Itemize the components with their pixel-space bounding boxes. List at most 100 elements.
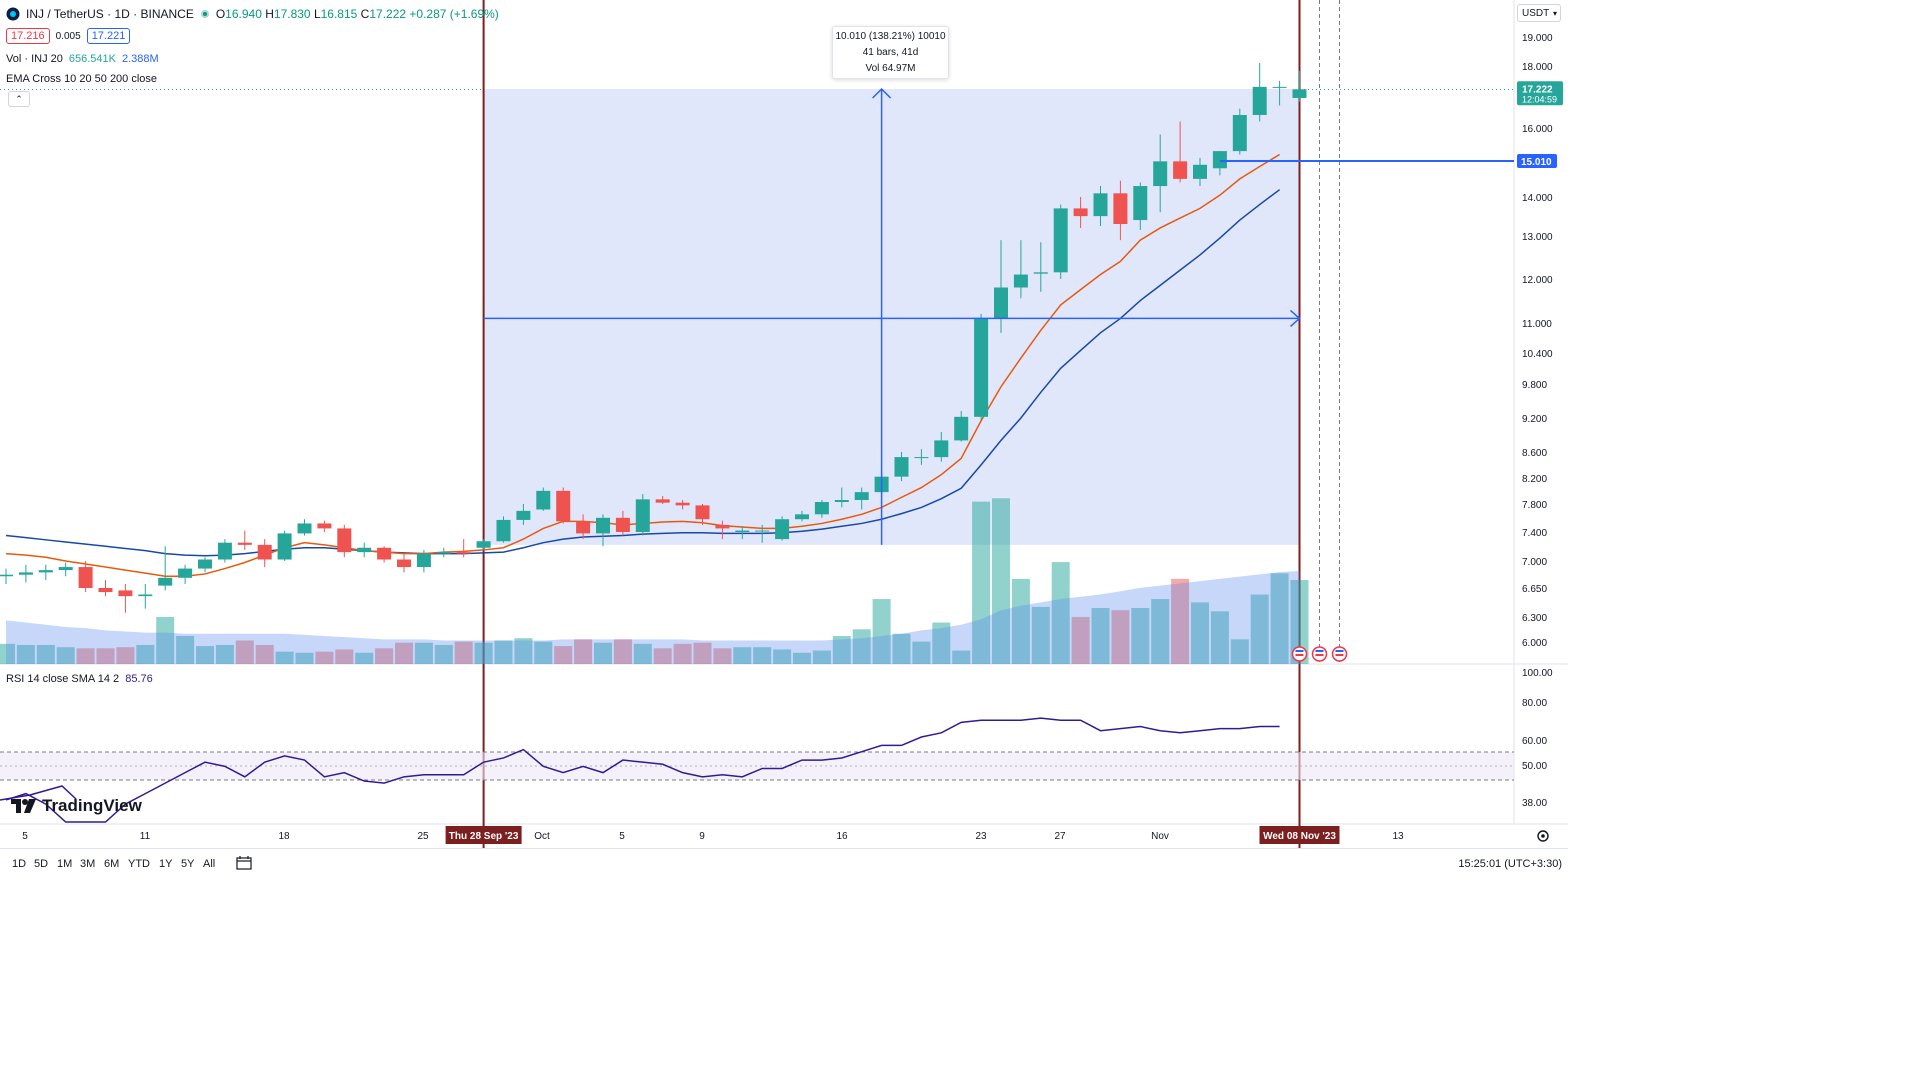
range-start-badge — [445, 826, 522, 844]
candle — [735, 526, 750, 540]
symbol-title[interactable]: INJ / TetherUS · 1D · BINANCE — [26, 7, 194, 21]
candle — [556, 487, 571, 524]
clock[interactable]: 15:25:01 (UTC+3:30) — [1458, 858, 1562, 870]
candle-body — [1193, 164, 1207, 179]
candle-body — [456, 552, 471, 554]
timeframe-1d-button[interactable]: 1D — [12, 858, 27, 870]
us-flag-icon — [1315, 654, 1324, 656]
timeframe-5d-button[interactable]: 5D — [34, 858, 49, 870]
chart-canvas[interactable]: 19.000 18.000 16.000 14.000 13.000 12.000 11.0… — [0, 0, 1568, 848]
gear-icon[interactable] — [1536, 829, 1550, 843]
price-tick-label: 8.600 — [1522, 448, 1547, 459]
candle-body — [1232, 115, 1247, 152]
candle-body — [1173, 161, 1188, 179]
candle — [1173, 121, 1188, 183]
line-price-badge — [1517, 154, 1557, 169]
timeframe-5y-button[interactable]: 5Y — [181, 858, 195, 870]
rsi-line-start — [0, 785, 77, 801]
volume-bar — [793, 652, 811, 664]
volume-ma-area — [6, 571, 1300, 664]
timeframe-1y-button[interactable]: 1Y — [159, 858, 173, 870]
candle — [596, 514, 610, 547]
timeframe-1m-button[interactable]: 1M — [57, 858, 73, 870]
timeframe-3m-button[interactable]: 3M — [80, 858, 96, 870]
volume-bar — [972, 501, 991, 664]
candle — [58, 562, 73, 577]
ohlc-values: O16.940 H17.830 L16.815 C17.222 +0.287 (… — [215, 7, 499, 21]
volume-bar — [733, 647, 752, 664]
candle-body — [576, 521, 591, 534]
candle-body — [556, 490, 571, 522]
candle — [695, 504, 710, 525]
volume-bar — [1171, 578, 1190, 664]
drawings — [483, 87, 1514, 662]
volume-bar — [235, 640, 254, 664]
candle-body — [257, 544, 272, 560]
bid-price[interactable]: 17.216 — [6, 28, 50, 44]
volume-bar — [912, 641, 931, 664]
timeframe-ytd-button[interactable]: YTD — [128, 858, 150, 870]
candle — [536, 487, 551, 511]
candle — [257, 539, 272, 568]
calendar-icon[interactable] — [236, 856, 252, 870]
candle — [814, 500, 829, 518]
price-tick-label: 10.400 — [1522, 349, 1553, 360]
volume-bar — [1250, 594, 1269, 664]
candle — [1153, 134, 1168, 213]
candle — [1013, 240, 1028, 299]
currency-select[interactable]: USDT ▾ — [1517, 4, 1561, 22]
candle-body — [78, 567, 93, 588]
spread: 0.005 — [55, 30, 81, 42]
candle-body — [0, 574, 13, 577]
chart-area[interactable]: 19.000 18.000 16.000 14.000 13.000 12.000 11.0… — [0, 0, 1568, 882]
rsi-legend[interactable]: RSI 14 close SMA 14 2 85.76 — [6, 673, 153, 685]
candle-body — [974, 318, 989, 417]
candle — [496, 516, 511, 543]
rsi-tick-label: 50.00 — [1522, 761, 1547, 772]
volume-series — [0, 498, 1309, 664]
candle — [217, 539, 232, 563]
volume-bar — [315, 651, 334, 664]
volume-bar — [434, 644, 453, 664]
candle — [1033, 242, 1048, 292]
volume-bar — [852, 629, 871, 664]
volume-bar — [1031, 606, 1050, 664]
timeframe-all-button[interactable]: All — [203, 858, 216, 870]
time-tick-label: Nov — [1151, 831, 1169, 842]
timeframe-6m-button[interactable]: 6M — [104, 858, 120, 870]
volume-bar — [554, 646, 573, 664]
volume-ma-value: 2.388M — [121, 53, 159, 65]
candle-body — [715, 524, 730, 529]
volume-bar — [275, 651, 294, 664]
tradingview-logo[interactable]: TradingView — [10, 796, 142, 816]
line-price-label: 15.010 — [1521, 157, 1552, 168]
volume-bar — [872, 599, 891, 664]
volume-legend[interactable]: Vol · INJ 20 656.541K 2.388M — [6, 53, 159, 65]
candle-body — [297, 523, 312, 534]
tradingview-logo-icon — [11, 799, 36, 813]
candle — [894, 452, 909, 482]
candle — [456, 539, 471, 558]
ask-price[interactable]: 17.221 — [86, 28, 131, 44]
volume-bar — [36, 644, 55, 664]
candle — [476, 539, 491, 550]
candle — [1073, 197, 1088, 228]
measure-arrowhead — [872, 87, 892, 99]
candle — [675, 500, 690, 510]
volume-bar — [116, 647, 135, 664]
ema-legend[interactable]: EMA Cross 10 20 50 200 close — [6, 73, 158, 85]
date-price-range — [482, 0, 1340, 848]
rsi-tick-label: 80.00 — [1522, 698, 1547, 709]
volume-bar — [474, 642, 493, 664]
rsi-tick-label: 100.00 — [1522, 668, 1553, 679]
candle-body — [516, 510, 531, 520]
candle — [635, 494, 650, 536]
current-price-label: 17.222 — [1522, 84, 1553, 95]
volume-bar — [773, 649, 792, 664]
time-tick-label: 11 — [140, 831, 151, 842]
candle — [337, 524, 352, 558]
collapse-legend-button[interactable]: ⌃ — [8, 91, 30, 107]
rsi-line — [5, 717, 1280, 823]
volume-bar — [1270, 573, 1289, 664]
volume-bar — [454, 641, 473, 664]
